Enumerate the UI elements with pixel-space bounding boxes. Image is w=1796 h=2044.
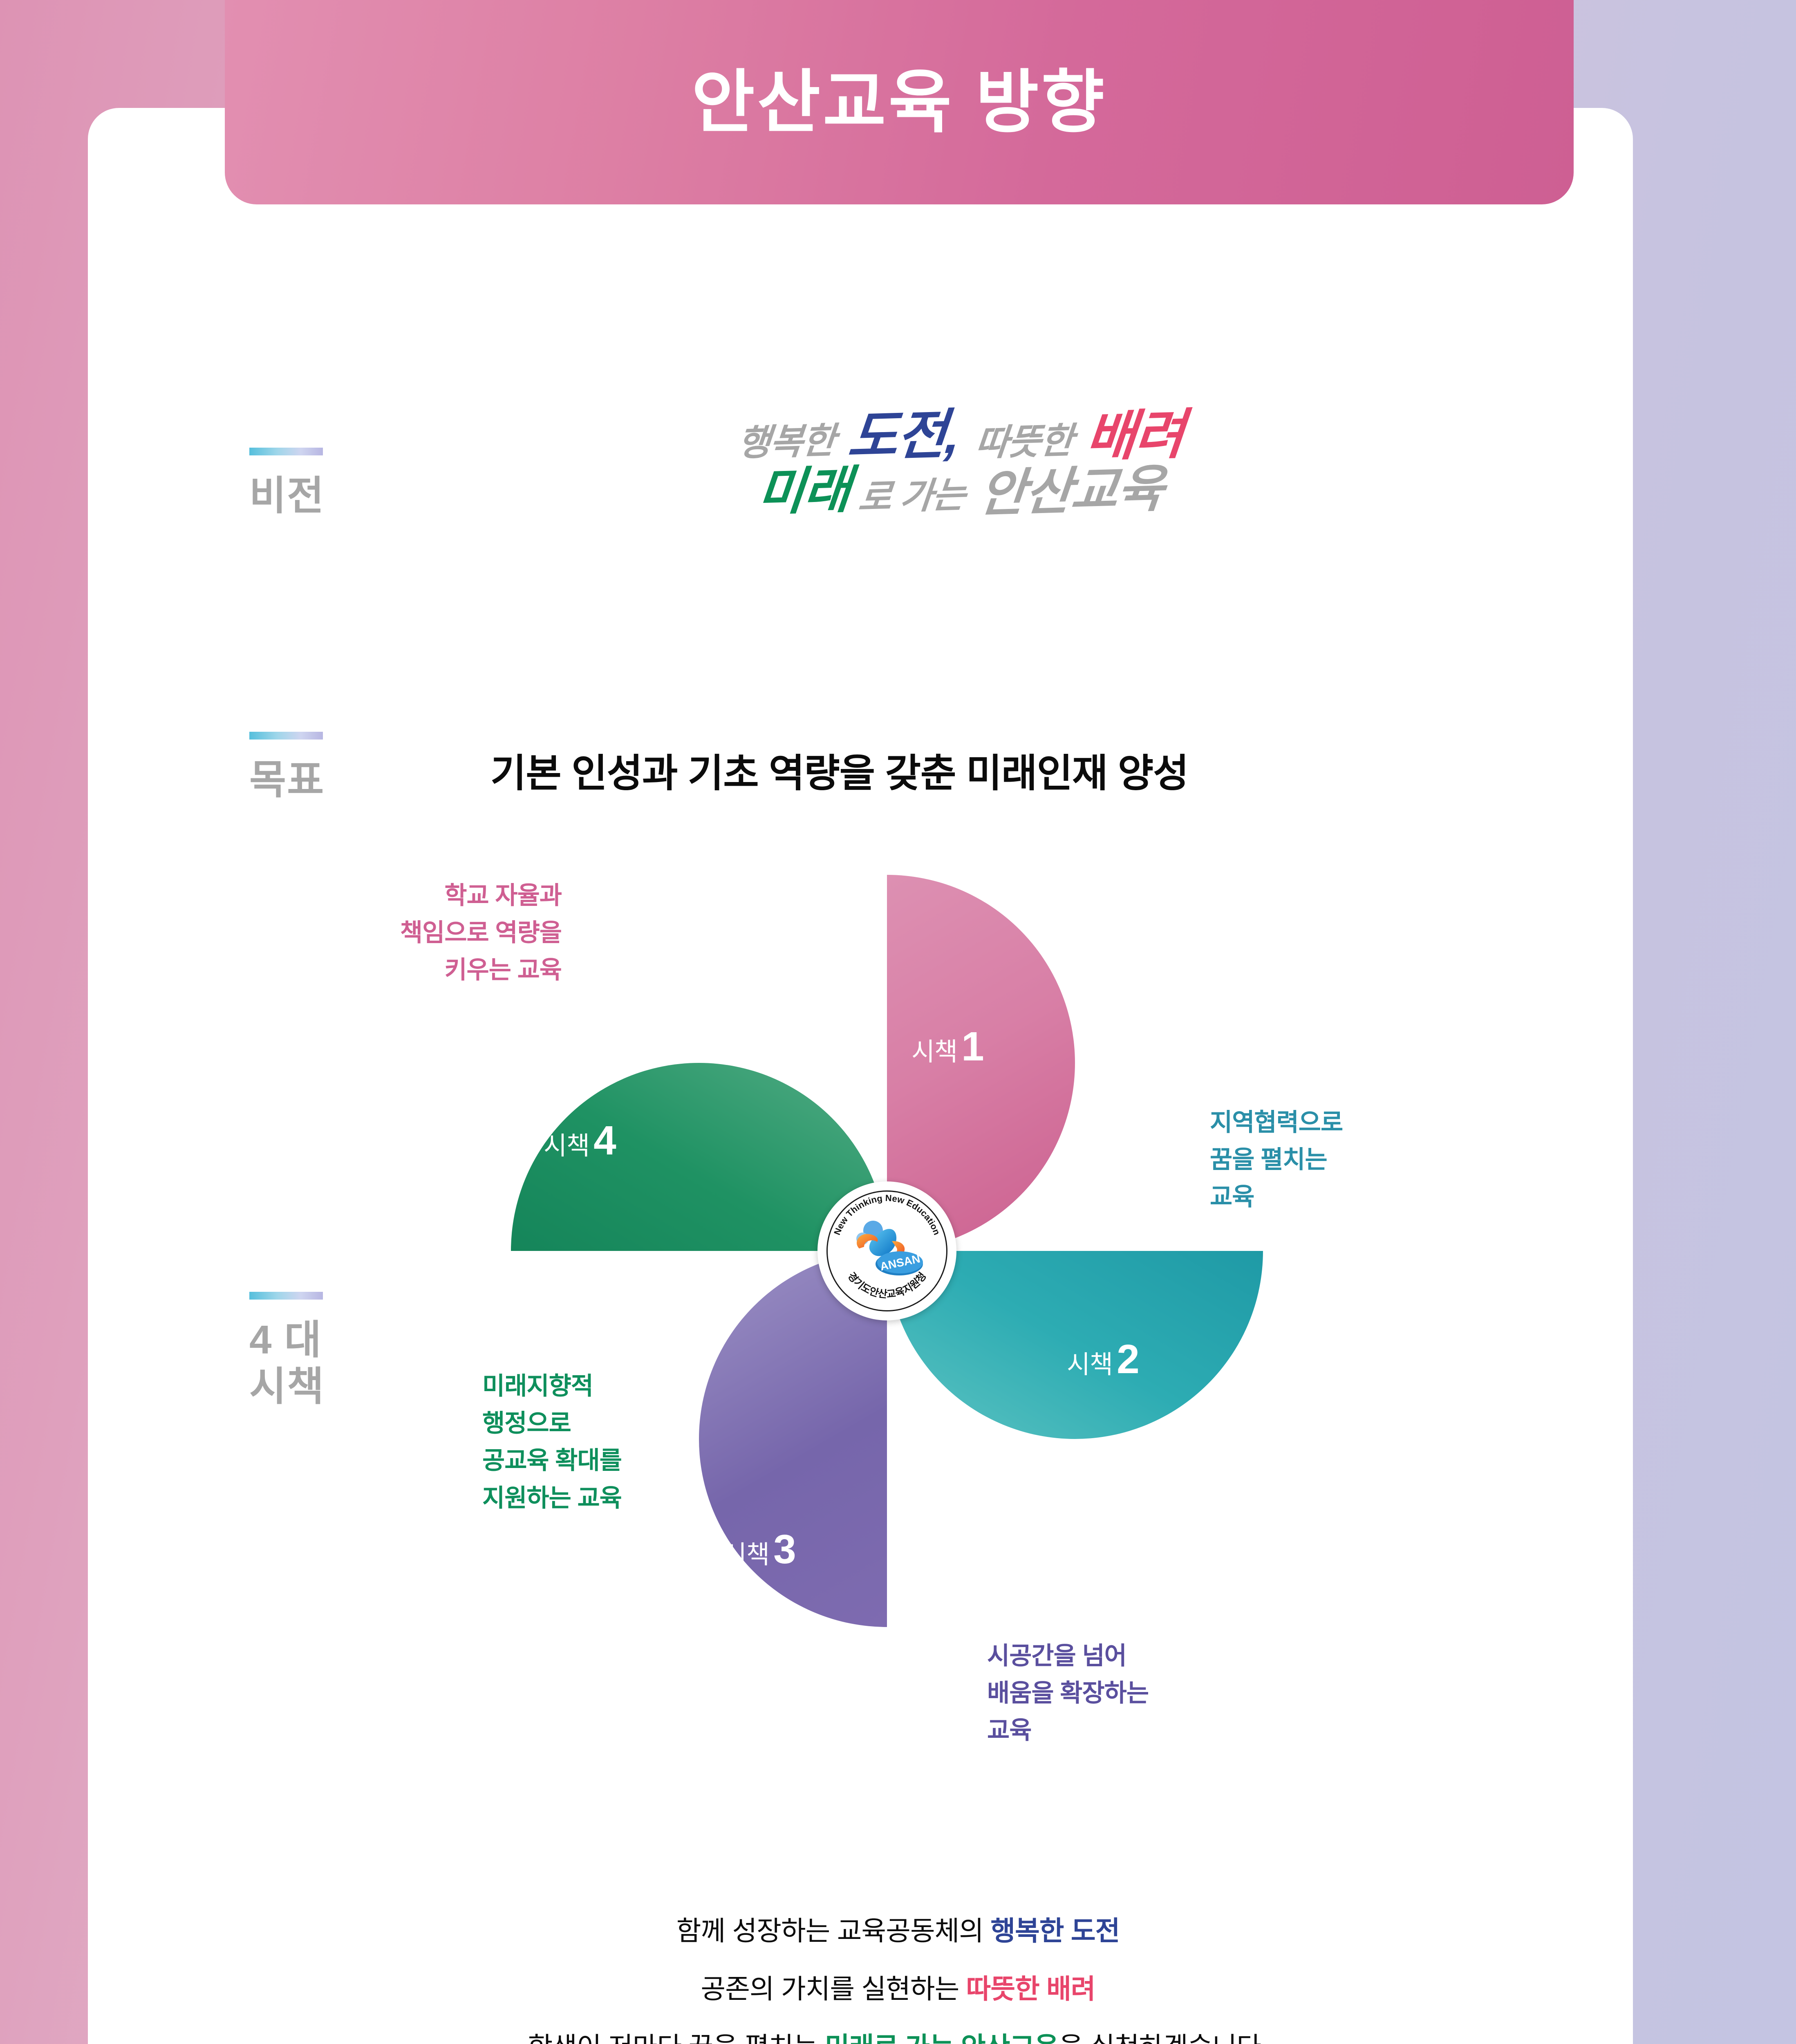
footer-line-3: 학생이 저마다 꿈을 펼치는 미래로 가는 안산교육을 실천하겠습니다. (0, 2033, 1796, 2044)
goal-statement: 기본 인성과 기초 역량을 갖춘 미래인재 양성 (490, 752, 1189, 795)
vision-word-6: 로 가는 (857, 474, 967, 518)
petal-policy-3[interactable] (699, 1251, 887, 1627)
petal-word-1: 시책 (911, 1038, 958, 1066)
emblem-ring (826, 1190, 947, 1311)
section-label-policies: 4 대 시책 (249, 1292, 325, 1410)
petal-label-1: 시책 1 (911, 1026, 984, 1067)
section-label-goal: 목표 (249, 732, 325, 803)
section-label-goal-text: 목표 (249, 757, 325, 802)
footer-line-2-accent: 따뜻한 배려 (966, 1974, 1096, 2004)
footer-line-3-before: 학생이 저마다 꿈을 펼치는 (528, 2032, 825, 2044)
petal-num-4: 4 (593, 1118, 616, 1163)
vision-word-1: 행복한 (736, 420, 837, 464)
petal-num-2: 2 (1117, 1336, 1140, 1382)
footer-statement: 함께 성장하는 교육공동체의 행복한 도전 공존의 가치를 실현하는 따뜻한 배… (0, 1917, 1796, 2044)
footer-line-3-after: 을 실천하겠습니다. (1059, 2032, 1268, 2044)
section-rule-vision (249, 448, 323, 455)
petal-description-2: 지역협력으로 꿈을 펼치는 교육 (1210, 1109, 1343, 1211)
footer-line-2: 공존의 가치를 실현하는 따뜻한 배려 (0, 1975, 1796, 2002)
vision-line-2: 미래 로 가는 안산교육 (609, 460, 1312, 522)
header-banner: 안산교육 방향 (225, 0, 1574, 204)
vision-word-3: 따뜻한 (973, 420, 1075, 464)
footer-line-1-accent: 행복한 도전 (990, 1916, 1120, 1946)
petal-policy-1[interactable] (887, 875, 1075, 1251)
vision-line-1: 행복한 도전, 따뜻한 배려 (609, 404, 1312, 467)
petal-word-3: 시책 (723, 1541, 770, 1569)
petal-label-4: 시책 4 (544, 1120, 616, 1161)
agency-emblem: New Thinking New Education 경기도안산교육지원청 (817, 1181, 956, 1320)
petal-policy-2[interactable] (887, 1251, 1263, 1439)
petal-word-2: 시책 (1067, 1351, 1113, 1379)
vision-word-5: 미래 (755, 462, 853, 521)
petal-policy-4[interactable] (511, 1063, 887, 1251)
footer-line-1: 함께 성장하는 교육공동체의 행복한 도전 (0, 1917, 1796, 1944)
section-rule-policies (249, 1292, 323, 1300)
section-label-vision: 비전 (249, 448, 325, 519)
ansan-logo-icon: ANSAN (856, 1221, 923, 1275)
footer-line-3-accent: 미래로 가는 안산교육 (825, 2032, 1059, 2044)
section-label-policies-text: 4 대 시책 (249, 1317, 325, 1409)
footer-line-1-plain: 함께 성장하는 교육공동체의 (676, 1916, 991, 1946)
section-rule-goal (249, 732, 323, 740)
footer-line-2-plain: 공존의 가치를 실현하는 (701, 1974, 966, 2004)
pinwheel-diagram: 시책 1 시책 2 시책 3 시책 4 New Thinking New Educati… (478, 875, 1418, 1811)
petal-word-4: 시책 (544, 1132, 590, 1160)
emblem-curved-text: New Thinking New Education 경기도안산교육지원청 (832, 1193, 942, 1300)
section-label-vision-text: 비전 (249, 473, 325, 518)
vision-statement: 행복한 도전, 따뜻한 배려 미래 로 가는 안산교육 (609, 404, 1312, 522)
content-card (88, 108, 1633, 2044)
vision-word-2: 도전, (845, 404, 963, 467)
petal-num-3: 3 (773, 1526, 796, 1572)
petal-label-3: 시책 3 (723, 1529, 796, 1570)
petal-label-2: 시책 2 (1067, 1339, 1140, 1380)
vision-word-7: 안산교육 (976, 460, 1166, 522)
page-title: 안산교육 방향 (691, 64, 1107, 141)
petal-description-3: 시공간을 넘어 배움을 확장하는 교육 (987, 1642, 1149, 1744)
petal-description-1: 학교 자율과 책임으로 역량을 키우는 교육 (400, 882, 562, 984)
petal-description-4: 미래지향적 행정으로 공교육 확대를 지원하는 교육 (482, 1372, 622, 1512)
petal-num-1: 1 (961, 1024, 984, 1069)
vision-word-4: 배려 (1083, 404, 1186, 467)
